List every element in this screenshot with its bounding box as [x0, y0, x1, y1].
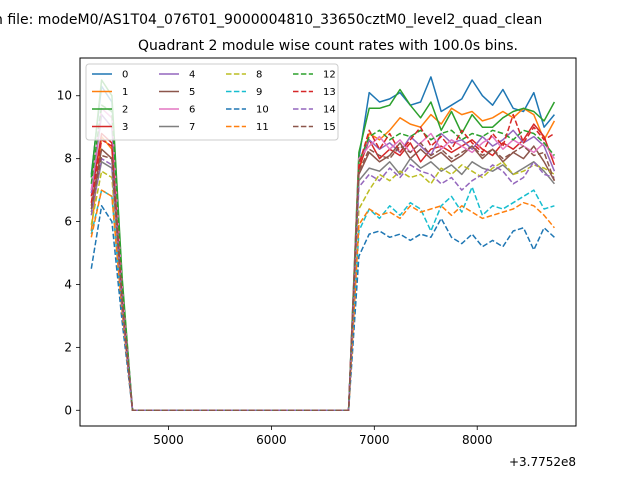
legend-box — [85, 63, 339, 141]
x-tick-label: 6000 — [256, 433, 287, 447]
series-line-13 — [90, 113, 555, 412]
legend-label-12: 12 — [323, 70, 336, 81]
x-tick-label: 7000 — [359, 433, 390, 447]
legend-label-14: 14 — [323, 105, 336, 116]
legend-label-10: 10 — [256, 105, 269, 116]
legend-label-8: 8 — [256, 70, 262, 81]
series-layer — [90, 76, 556, 412]
series-line-5 — [90, 142, 556, 412]
x-tick-label: 5000 — [153, 433, 184, 447]
chart-title: Quadrant 2 module wise count rates with … — [138, 38, 518, 54]
series-line-15 — [90, 142, 556, 412]
legend-label-6: 6 — [189, 105, 195, 116]
series-line-14 — [90, 157, 555, 412]
series-line-4 — [90, 113, 556, 412]
y-tick-label: 2 — [64, 340, 72, 354]
y-tick-label: 6 — [64, 215, 72, 229]
x-axis-offset-label: +3.7752e8 — [509, 455, 576, 469]
legend-label-0: 0 — [122, 70, 128, 81]
legend-label-11: 11 — [256, 122, 269, 133]
legend-label-2: 2 — [122, 105, 128, 116]
series-line-7 — [90, 157, 555, 412]
y-tick-label: 0 — [64, 403, 72, 417]
series-line-1 — [90, 107, 556, 412]
plot-frame — [79, 57, 577, 427]
figure-suptitle: n file: modeM0/AS1T04_076T01_9000004810_… — [0, 12, 542, 28]
series-line-9 — [90, 186, 555, 412]
y-tick-label: 8 — [64, 152, 72, 166]
series-line-6 — [90, 107, 556, 412]
x-tick-label: 8000 — [462, 433, 493, 447]
y-tick-label: 4 — [64, 277, 72, 291]
y-axis: 0 2 4 6 8 10 — [57, 89, 80, 417]
series-line-3 — [90, 123, 556, 412]
series-line-11 — [90, 189, 555, 412]
legend-label-1: 1 — [122, 87, 128, 98]
legend-label-3: 3 — [122, 122, 128, 133]
legend-label-5: 5 — [189, 87, 195, 98]
series-line-10 — [90, 205, 555, 412]
legend-label-9: 9 — [256, 87, 262, 98]
x-axis: 5000 6000 7000 8000 — [153, 426, 492, 447]
legend-label-13: 13 — [323, 87, 336, 98]
legend-label-4: 4 — [189, 70, 195, 81]
series-line-8 — [90, 161, 555, 412]
y-tick-label: 10 — [57, 89, 72, 103]
legend-label-7: 7 — [189, 122, 195, 133]
legend-label-15: 15 — [323, 122, 336, 133]
